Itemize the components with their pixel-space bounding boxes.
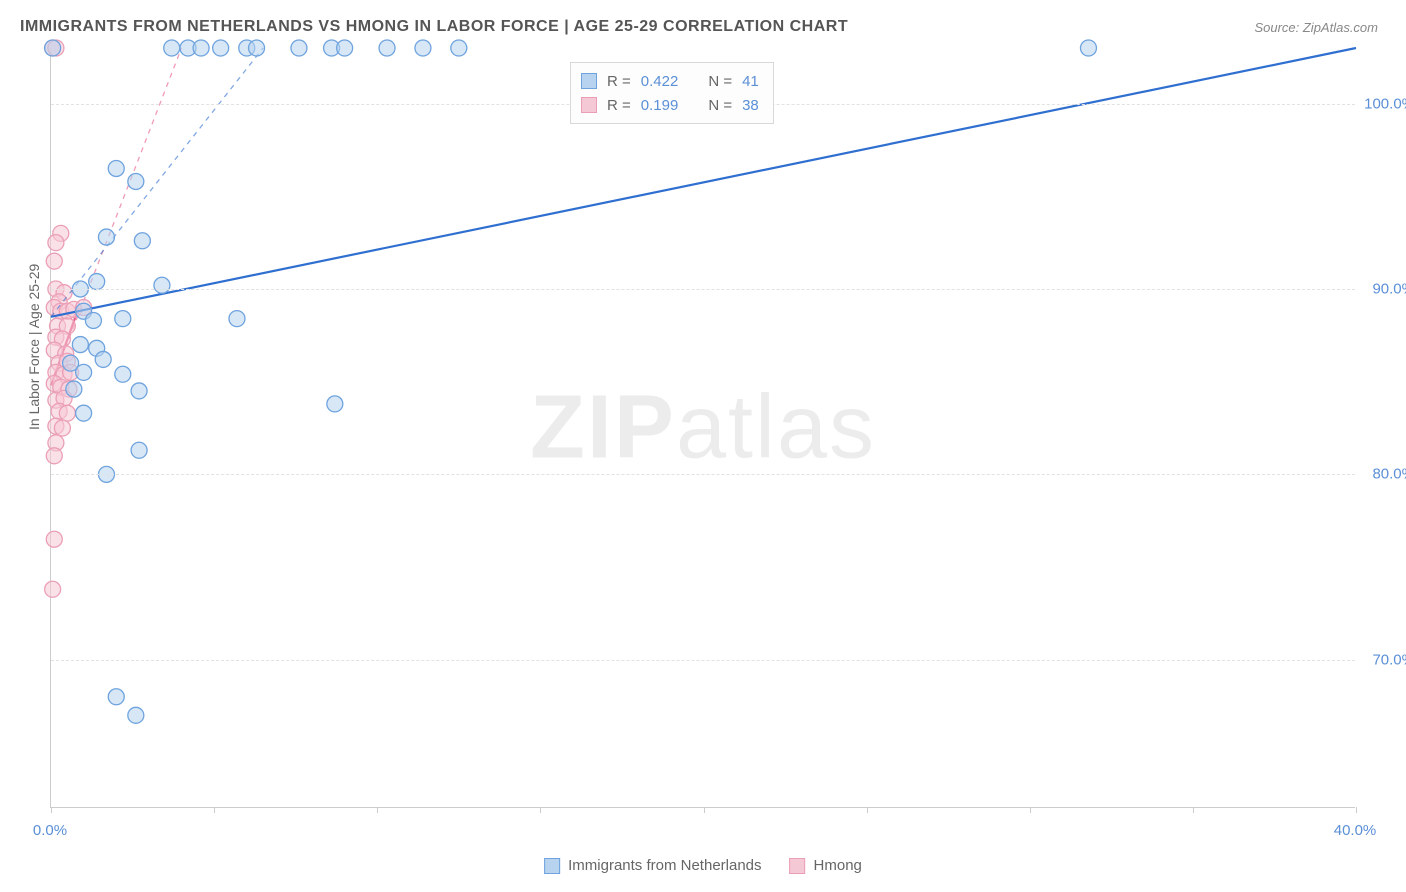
data-point	[128, 173, 144, 189]
data-point	[72, 337, 88, 353]
x-tick	[51, 807, 52, 813]
stats-n-label: N =	[708, 97, 732, 114]
data-point	[108, 689, 124, 705]
x-tick	[867, 807, 868, 813]
x-tick	[377, 807, 378, 813]
stats-n-value: 41	[742, 73, 759, 90]
data-point	[154, 277, 170, 293]
data-point	[108, 160, 124, 176]
legend-swatch	[790, 858, 806, 874]
correlation-chart: IMMIGRANTS FROM NETHERLANDS VS HMONG IN …	[0, 0, 1406, 892]
data-point	[134, 233, 150, 249]
x-tick	[214, 807, 215, 813]
data-point	[131, 383, 147, 399]
legend-label: Immigrants from Netherlands	[568, 857, 761, 874]
trend-dash	[51, 48, 182, 385]
legend-item: Hmong	[790, 857, 862, 874]
data-point	[1080, 40, 1096, 56]
stats-swatch	[581, 73, 597, 89]
y-tick-label: 80.0%	[1372, 466, 1406, 483]
plot-area: ZIPatlas 70.0%80.0%90.0%100.0%	[50, 48, 1355, 808]
x-tick	[540, 807, 541, 813]
y-axis-label: In Labor Force | Age 25-29	[26, 264, 42, 430]
source-name: ZipAtlas.com	[1303, 20, 1378, 35]
chart-svg	[51, 48, 1355, 807]
stats-row: R = 0.199 N = 38	[581, 93, 759, 117]
data-point	[98, 229, 114, 245]
data-point	[291, 40, 307, 56]
data-point	[193, 40, 209, 56]
x-tick	[1030, 807, 1031, 813]
data-point	[76, 364, 92, 380]
chart-source: Source: ZipAtlas.com	[1254, 20, 1378, 35]
series-legend: Immigrants from Netherlands Hmong	[544, 857, 862, 874]
stats-n-value: 38	[742, 97, 759, 114]
data-point	[213, 40, 229, 56]
gridline	[51, 289, 1355, 290]
data-point	[229, 311, 245, 327]
x-tick-label: 0.0%	[33, 822, 67, 839]
data-point	[131, 442, 147, 458]
stats-r-label: R =	[607, 97, 631, 114]
x-tick	[1193, 807, 1194, 813]
chart-title: IMMIGRANTS FROM NETHERLANDS VS HMONG IN …	[20, 18, 848, 36]
stats-r-value: 0.199	[641, 97, 679, 114]
data-point	[164, 40, 180, 56]
stats-row: R = 0.422 N = 41	[581, 69, 759, 93]
legend-item: Immigrants from Netherlands	[544, 857, 761, 874]
stats-r-value: 0.422	[641, 73, 679, 90]
gridline	[51, 474, 1355, 475]
y-tick-label: 90.0%	[1372, 280, 1406, 297]
data-point	[48, 235, 64, 251]
data-point	[115, 311, 131, 327]
data-point	[337, 40, 353, 56]
data-point	[249, 40, 265, 56]
data-point	[45, 40, 61, 56]
data-point	[415, 40, 431, 56]
data-point	[85, 312, 101, 328]
data-point	[327, 396, 343, 412]
trend-dash	[51, 48, 263, 317]
data-point	[128, 707, 144, 723]
y-tick-label: 100.0%	[1364, 95, 1406, 112]
data-point	[95, 351, 111, 367]
stats-swatch	[581, 97, 597, 113]
data-point	[45, 581, 61, 597]
data-point	[76, 405, 92, 421]
legend-label: Hmong	[814, 857, 862, 874]
data-point	[451, 40, 467, 56]
x-tick	[704, 807, 705, 813]
data-point	[59, 405, 75, 421]
data-point	[54, 420, 70, 436]
data-point	[46, 448, 62, 464]
stats-r-label: R =	[607, 73, 631, 90]
data-point	[46, 531, 62, 547]
legend-swatch	[544, 858, 560, 874]
data-point	[46, 253, 62, 269]
gridline	[51, 660, 1355, 661]
stats-legend: R = 0.422 N = 41 R = 0.199 N = 38	[570, 62, 774, 124]
data-point	[89, 274, 105, 290]
x-tick-label: 40.0%	[1334, 822, 1377, 839]
stats-n-label: N =	[708, 73, 732, 90]
data-point	[379, 40, 395, 56]
data-point	[115, 366, 131, 382]
x-tick	[1356, 807, 1357, 813]
data-point	[66, 381, 82, 397]
source-prefix: Source:	[1254, 20, 1302, 35]
y-tick-label: 70.0%	[1372, 651, 1406, 668]
